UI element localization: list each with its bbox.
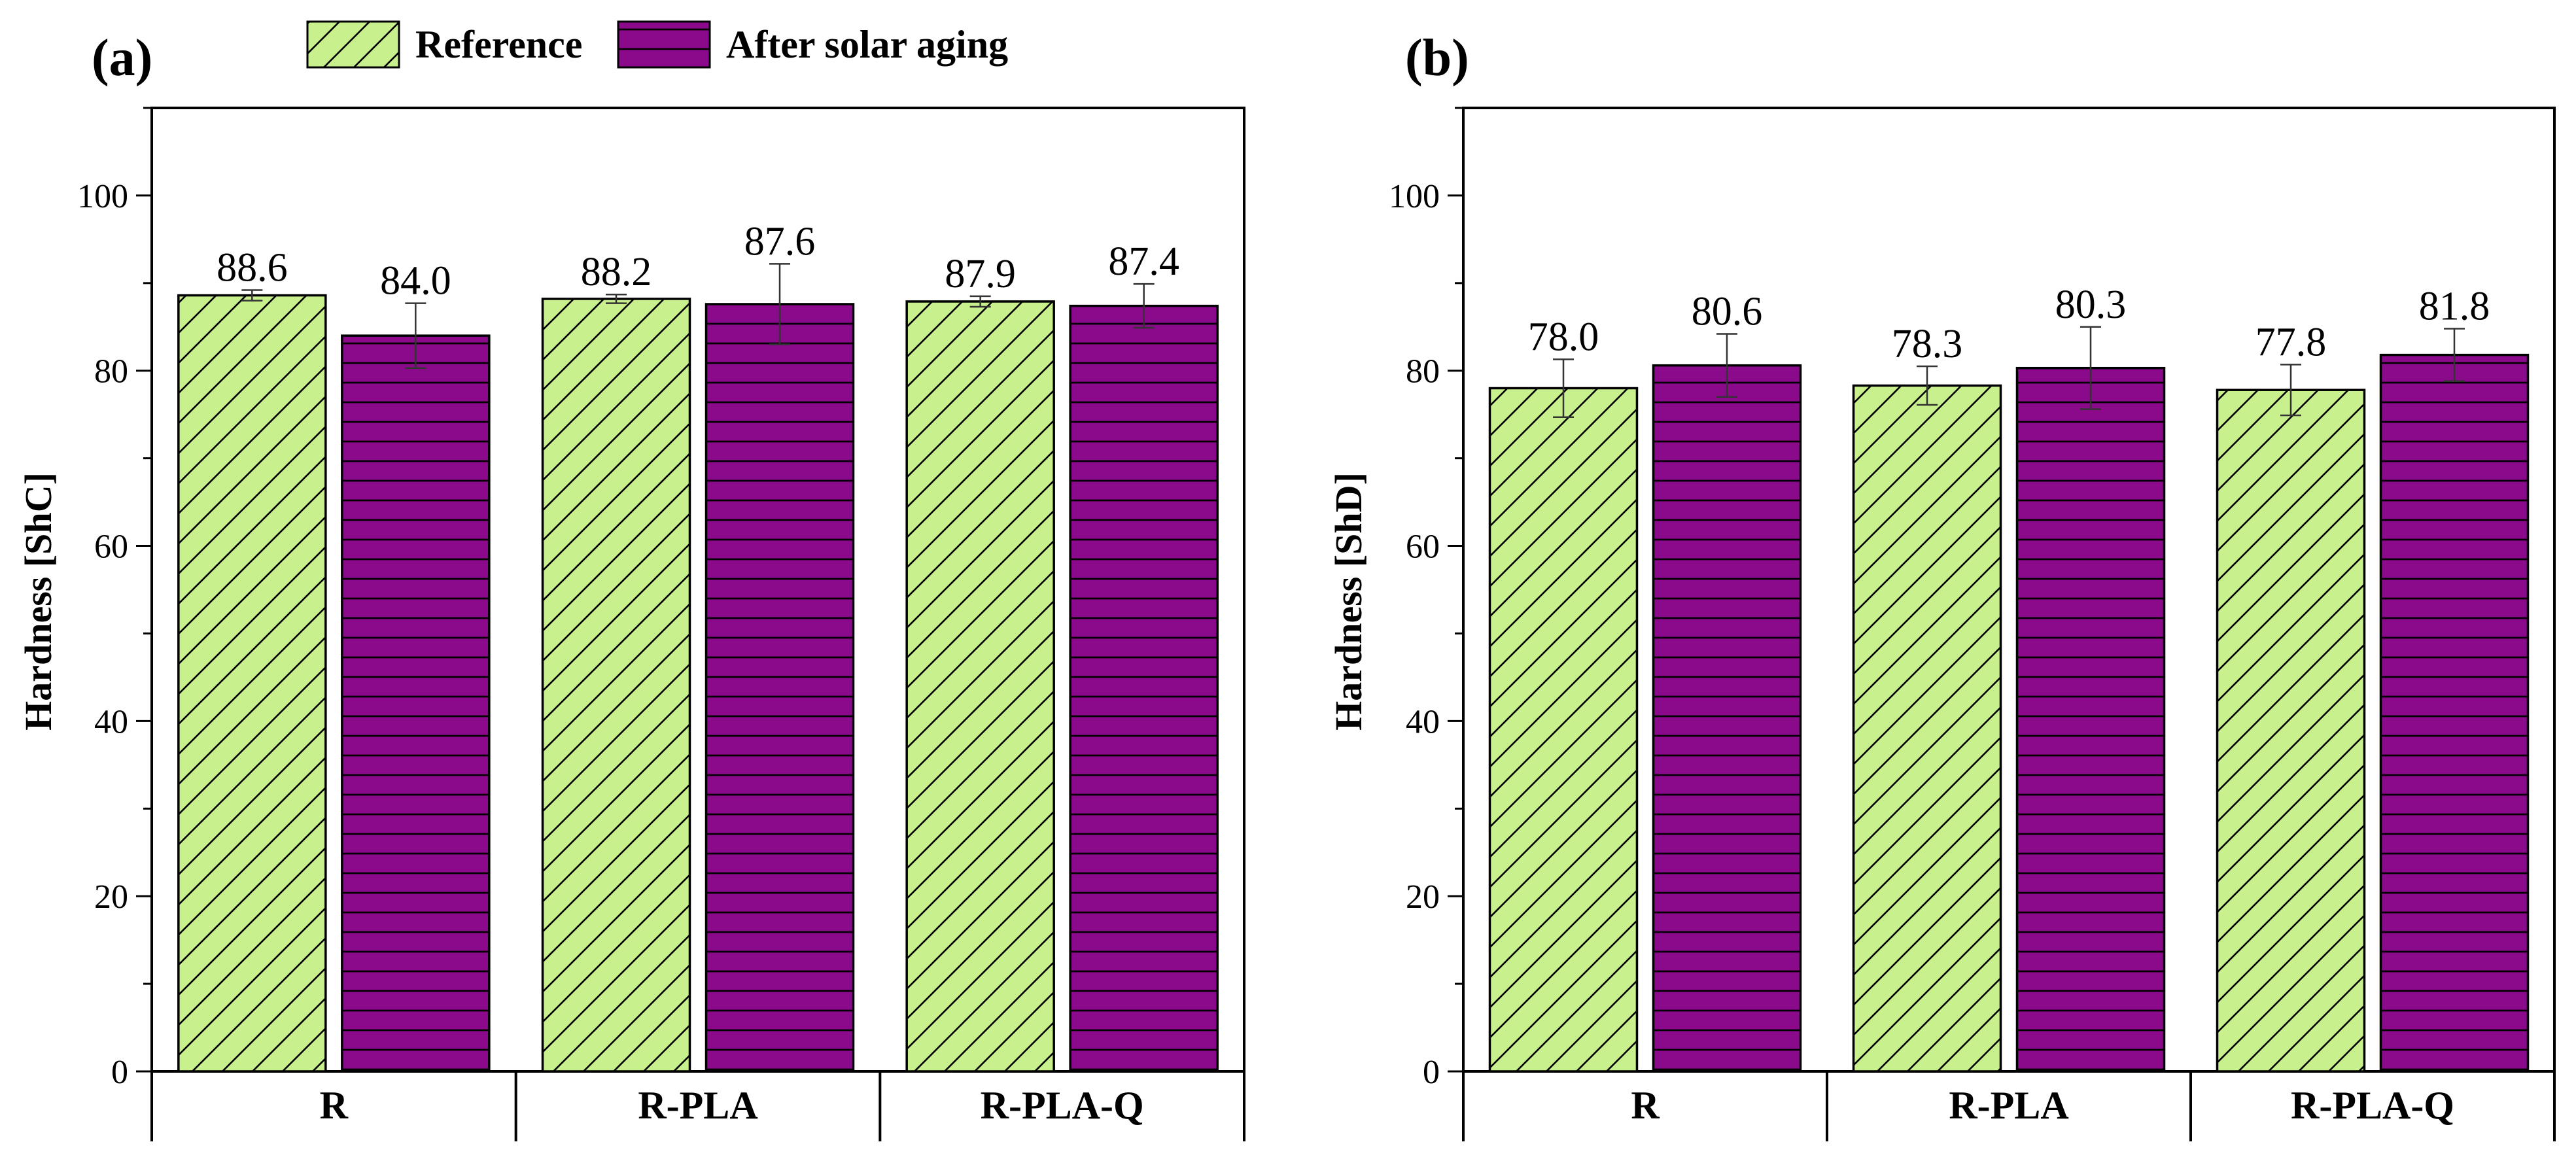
y-axis-label: Hardness [ShC] <box>17 472 60 731</box>
legend-swatch-reference <box>306 20 400 69</box>
bar-reference-r-pla[interactable] <box>541 298 691 1073</box>
x-category-label-r-pla-q: R-PLA-Q <box>981 1084 1144 1127</box>
y-axis-label: Hardness [ShD] <box>1327 472 1370 731</box>
panel-a: (a) Hardness [ShC] 0 20 40 60 80 100 R 88.6 84.0 R-… <box>17 29 1245 1141</box>
y-tick-label: 60 <box>94 529 128 566</box>
value-label-after-solar-aging-r-pla: 80.3 <box>2055 283 2127 327</box>
legend-item-after-solar-aging[interactable]: After solar aging <box>617 20 1008 69</box>
value-label-reference-r: 88.6 <box>217 246 288 290</box>
legend: Reference After solar aging <box>306 20 1008 69</box>
y-tick-label: 40 <box>94 703 128 740</box>
value-label-reference-r-pla: 78.3 <box>1892 322 1963 366</box>
y-tick-label: 80 <box>94 353 128 390</box>
bar-reference-r[interactable] <box>1488 387 1639 1073</box>
value-label-after-solar-aging-r-pla-q: 87.4 <box>1108 239 1179 284</box>
value-label-reference-r-pla-q: 87.9 <box>945 252 1016 296</box>
x-category-label-r-pla: R-PLA <box>638 1084 757 1127</box>
bar-reference-r[interactable] <box>177 294 327 1073</box>
y-tick-label: 60 <box>1406 529 1440 566</box>
legend-label-reference: Reference <box>415 23 582 66</box>
y-tick-label: 100 <box>1389 178 1440 215</box>
bar-after-solar-aging-r-pla[interactable] <box>2015 366 2166 1073</box>
y-tick-label: 80 <box>1406 353 1440 390</box>
value-label-after-solar-aging-r: 84.0 <box>380 259 451 303</box>
value-label-after-solar-aging-r: 80.6 <box>1692 289 1763 334</box>
bar-after-solar-aging-r[interactable] <box>341 334 491 1073</box>
panel-label: (a) <box>92 29 152 87</box>
legend-swatch-after-solar-aging <box>617 20 711 69</box>
bar-reference-r-pla[interactable] <box>1852 384 2002 1073</box>
value-label-reference-r: 78.0 <box>1528 315 1599 359</box>
bar-after-solar-aging-r-pla[interactable] <box>705 303 855 1073</box>
panel-label: (b) <box>1405 29 1469 87</box>
y-tick-label: 20 <box>1406 878 1440 916</box>
legend-label-after-solar-aging: After solar aging <box>726 23 1008 66</box>
y-tick-label: 0 <box>1423 1054 1440 1091</box>
y-tick-label: 20 <box>94 878 128 916</box>
value-label-after-solar-aging-r-pla-q: 81.8 <box>2419 284 2490 328</box>
panel-b: (b) Hardness [ShD] 0 20 40 60 80 100 R 78.0 80.6 R-… <box>1327 29 2556 1141</box>
value-label-reference-r-pla: 88.2 <box>581 250 652 294</box>
y-tick-label: 40 <box>1406 703 1440 740</box>
x-category-label-r: R <box>320 1084 349 1127</box>
value-label-after-solar-aging-r-pla: 87.6 <box>744 219 816 264</box>
value-label-reference-r-pla-q: 77.8 <box>2255 320 2327 364</box>
plot-frame <box>1462 107 2556 1073</box>
bar-after-solar-aging-r[interactable] <box>1652 364 1802 1073</box>
legend-item-reference[interactable]: Reference <box>306 20 582 69</box>
bar-after-solar-aging-r-pla-q[interactable] <box>1069 304 1219 1073</box>
x-category-label-r-pla: R-PLA <box>1949 1084 2068 1127</box>
bar-after-solar-aging-r-pla-q[interactable] <box>2379 353 2530 1073</box>
y-tick-label: 0 <box>111 1054 128 1091</box>
plot-frame <box>150 107 1245 1073</box>
x-category-label-r-pla-q: R-PLA-Q <box>2291 1084 2454 1127</box>
y-tick-label: 100 <box>77 178 128 215</box>
bar-reference-r-pla-q[interactable] <box>2216 389 2366 1073</box>
x-category-label-r: R <box>1631 1084 1660 1127</box>
bar-reference-r-pla-q[interactable] <box>905 300 1055 1073</box>
